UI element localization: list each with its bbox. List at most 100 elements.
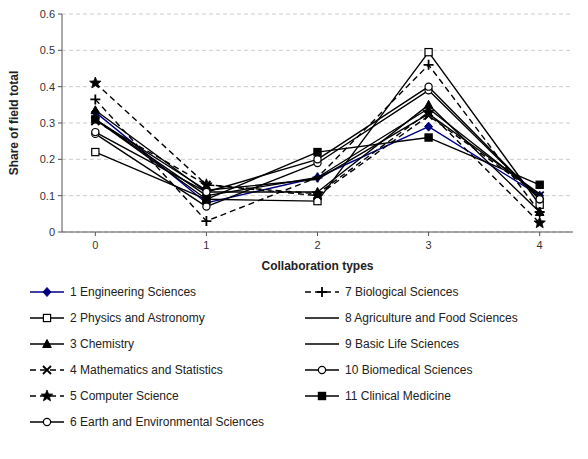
tick-mark [58, 50, 62, 51]
series [92, 83, 544, 203]
y-axis [62, 14, 63, 232]
legend-item: 11 Clinical Medicine [305, 389, 451, 403]
legend-item: 5 Computer Science [30, 389, 179, 403]
point [536, 196, 543, 203]
legend-item: 3 Chemistry [30, 337, 134, 351]
legend-label: 4 Mathematics and Statistics [70, 363, 223, 377]
point [536, 196, 543, 203]
point [203, 188, 210, 195]
chart: 00.10.20.30.40.50.601234Collaboration ty… [0, 0, 588, 459]
tick-label: 0.1 [40, 190, 55, 202]
tick-mark [206, 232, 207, 236]
legend-label: 8 Agriculture and Food Sciences [345, 311, 518, 325]
point [203, 196, 210, 203]
legend-swatch [305, 317, 339, 318]
tick-label: 0.3 [40, 117, 55, 129]
point [203, 196, 210, 203]
series [90, 60, 544, 226]
tick-mark [58, 232, 62, 233]
tick-label: 0.5 [40, 44, 55, 56]
legend-marker [317, 287, 327, 297]
legend-label: 9 Basic Life Sciences [345, 337, 459, 351]
legend-marker [318, 392, 325, 399]
series-line [95, 65, 539, 221]
series-line [95, 105, 539, 212]
legend-marker [318, 366, 325, 373]
series [90, 77, 546, 228]
legend-label: 11 Clinical Medicine [345, 389, 451, 403]
series-line [95, 83, 539, 223]
series-line [95, 119, 539, 199]
legend: 1 Engineering Sciences 2 Physics and Astr… [30, 285, 518, 429]
tick-mark [58, 195, 62, 196]
tick-mark [58, 159, 62, 160]
plot-area [90, 49, 546, 228]
point [425, 122, 433, 131]
point [90, 77, 101, 88]
legend-item: 7 Biological Sciences [305, 285, 458, 299]
tick-label: 0 [92, 239, 98, 251]
tick-label: 0.4 [40, 81, 55, 93]
legend-marker [43, 340, 52, 348]
point [91, 106, 100, 114]
series [92, 87, 544, 210]
legend-item: 1 Engineering Sciences [30, 285, 196, 299]
series-line [95, 87, 539, 200]
series-line [95, 52, 539, 205]
series [95, 108, 539, 195]
y-axis-label: Share of field total [7, 71, 21, 176]
grid-line [62, 232, 573, 233]
legend-label: 7 Biological Sciences [345, 285, 458, 299]
point [425, 83, 432, 90]
point [312, 188, 323, 199]
point [90, 94, 100, 104]
series [95, 114, 539, 194]
tick-label: 1 [203, 239, 209, 251]
legend-item: 6 Earth and Environmental Sciences [30, 415, 264, 429]
x-axis-label: Collaboration types [261, 259, 373, 273]
legend-marker [41, 390, 52, 401]
point [314, 156, 321, 163]
series-line [95, 114, 539, 194]
point [92, 116, 99, 123]
tick-label: 4 [537, 239, 543, 251]
x-axis [62, 232, 573, 233]
grid-line [62, 14, 573, 15]
tick-mark [317, 232, 318, 236]
legend-item: 4 Mathematics and Statistics [30, 363, 223, 377]
point [535, 207, 545, 217]
point [203, 203, 210, 210]
grid-line [62, 123, 573, 124]
tick-mark [58, 14, 62, 15]
series [91, 112, 543, 200]
legend-item: 9 Basic Life Sciences [305, 337, 459, 351]
legend-marker [43, 288, 51, 297]
legend-label: 5 Computer Science [70, 389, 179, 403]
tick-mark [95, 232, 96, 236]
tick-mark [58, 123, 62, 124]
legend-marker [43, 366, 51, 374]
series [92, 49, 544, 209]
legend-marker [43, 418, 50, 425]
tick-mark [539, 232, 540, 236]
legend-marker [43, 314, 50, 321]
series-line [95, 108, 539, 195]
tick-label: 0.6 [40, 8, 55, 20]
point [536, 181, 543, 188]
legend-label: 2 Physics and Astronomy [70, 311, 205, 325]
point [92, 128, 99, 135]
legend-swatch [305, 343, 339, 344]
legend-label: 10 Biomedical Sciences [345, 363, 472, 377]
tick-label: 2 [314, 239, 320, 251]
point [425, 134, 432, 141]
legend-label: 1 Engineering Sciences [70, 285, 196, 299]
tick-mark [428, 232, 429, 236]
tick-label: 0.2 [40, 153, 55, 165]
point [92, 148, 99, 155]
grid-line [62, 86, 573, 87]
tick-label: 0 [49, 226, 55, 238]
point [534, 217, 545, 228]
legend-item: 8 Agriculture and Food Sciences [305, 311, 518, 325]
series [92, 116, 544, 203]
legend-label: 6 Earth and Environmental Sciences [70, 415, 264, 429]
